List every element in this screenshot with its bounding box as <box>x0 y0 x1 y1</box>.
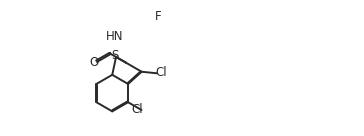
Text: O: O <box>89 56 98 69</box>
Text: HN: HN <box>106 30 123 43</box>
Text: Cl: Cl <box>156 66 167 79</box>
Text: Cl: Cl <box>131 103 143 116</box>
Text: F: F <box>155 10 162 23</box>
Text: S: S <box>111 49 119 62</box>
